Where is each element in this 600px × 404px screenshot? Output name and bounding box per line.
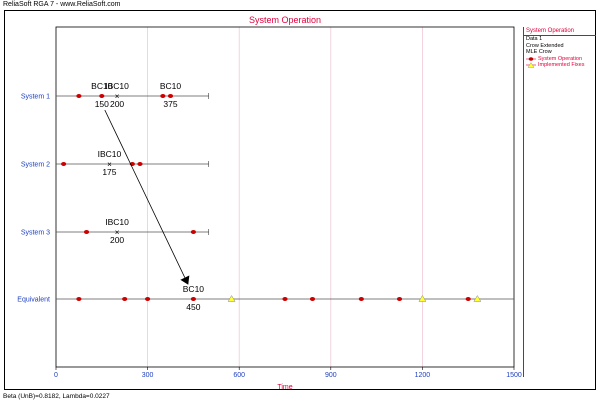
failure-point: [465, 297, 471, 301]
x-tick-label: 1200: [415, 372, 431, 379]
failure-point: [61, 162, 67, 166]
x-tick-label: 1500: [506, 372, 522, 379]
failure-point: [309, 297, 316, 301]
time-label: 375: [163, 99, 177, 109]
status-footer: Beta (UnB)=0.8182, Lambda=0.0227: [3, 393, 110, 400]
x-tick-label: 300: [142, 372, 154, 379]
legend-entry-system-operation: System Operation: [524, 56, 596, 63]
fix-point: [227, 295, 236, 302]
chart-frame: [4, 10, 596, 390]
chart-title: System Operation: [248, 15, 322, 25]
mode-x-marker: ×: [115, 228, 120, 237]
mode-x-marker: ×: [107, 160, 112, 169]
legend-method-name: MLE Crow: [526, 49, 552, 55]
x-tick-label: 900: [325, 372, 337, 379]
mode-label: IBC10: [105, 217, 129, 227]
failure-point: [99, 94, 105, 98]
failure-point: [137, 162, 143, 166]
legend: System Operation Data 1 Crow Extended ML…: [523, 27, 596, 377]
failure-point: [358, 297, 364, 301]
failure-point: [167, 94, 174, 98]
failure-point: [83, 230, 90, 234]
app-title: ReliaSoft RGA 7 - www.ReliaSoft.com: [3, 1, 121, 8]
x-axis-label: Time: [277, 384, 292, 391]
legend-data-name: Data 1: [526, 36, 543, 42]
mode-x-marker: ×: [115, 92, 120, 101]
transfer-arrow: [104, 109, 190, 285]
legend-failure-marker-icon: [526, 56, 536, 62]
legend-title: System Operation: [524, 27, 596, 36]
mode-label: BC10: [160, 81, 182, 91]
legend-entry-implemented-fixes-label: Implemented Fixes: [538, 62, 585, 68]
time-label: 175: [102, 167, 116, 177]
failure-point: [122, 297, 128, 301]
time-label: 150: [95, 99, 109, 109]
failure-point: [76, 94, 82, 98]
mode-label: IBC10: [105, 81, 129, 91]
mode-label: BC10: [183, 284, 205, 294]
time-label: 200: [110, 235, 124, 245]
failure-point: [76, 297, 82, 301]
failure-point: [190, 297, 196, 301]
system-label: System 1: [21, 94, 50, 101]
time-label: 200: [110, 99, 124, 109]
fix-point: [473, 295, 482, 302]
plot-border: [55, 26, 515, 368]
legend-entry-system-operation-label: System Operation: [538, 55, 583, 62]
mode-label: BC10: [91, 81, 113, 91]
x-tick-label: 600: [233, 372, 245, 379]
legend-model-name: Crow Extended: [526, 42, 564, 49]
mode-label: IBC10: [98, 149, 122, 159]
failure-point: [282, 297, 288, 301]
legend-entry-implemented-fixes: Implemented Fixes: [524, 62, 596, 69]
time-label: 450: [186, 302, 200, 312]
failure-point: [160, 94, 166, 98]
system-label: System 2: [21, 162, 50, 169]
failure-point: [190, 230, 196, 234]
x-tick-label: 0: [54, 372, 58, 379]
failure-point: [396, 297, 403, 301]
failure-point: [145, 297, 151, 301]
system-label: System 3: [21, 230, 50, 237]
fix-point: [418, 295, 427, 302]
system-label: Equivalent: [17, 297, 50, 304]
legend-fix-marker-icon: [526, 62, 536, 68]
